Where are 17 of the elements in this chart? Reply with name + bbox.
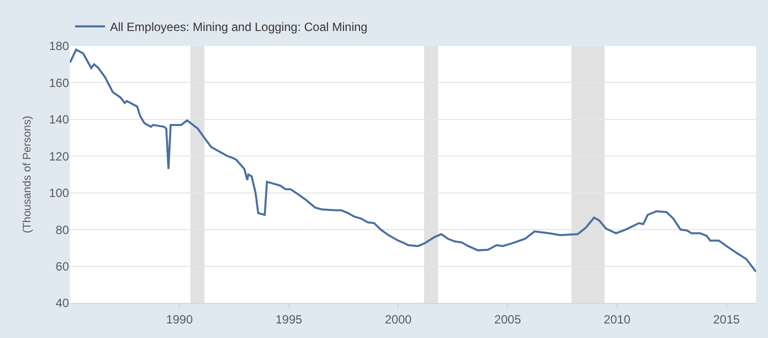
x-tick-label: 2005 — [494, 312, 522, 326]
y-tick-label: 80 — [56, 222, 70, 237]
x-tick-label: 2015 — [713, 312, 740, 326]
y-tick-label: 100 — [48, 186, 70, 200]
x-tick-label: 1990 — [166, 312, 194, 326]
y-tick-label: 180 — [48, 39, 70, 54]
x-tick-label: 2000 — [384, 312, 412, 326]
y-tick-label: 160 — [48, 76, 70, 90]
line-series — [70, 48, 756, 273]
y-tick-label: 40 — [56, 296, 70, 310]
y-tick-label: 120 — [48, 149, 70, 164]
x-tick-label: 1995 — [275, 312, 302, 326]
y-tick-label: 140 — [48, 112, 70, 127]
y-axis-title: (Thousands of Persons) — [22, 116, 34, 234]
x-tick-label: 2010 — [604, 312, 631, 326]
y-tick-label: 60 — [56, 259, 70, 274]
legend-label: All Employees: Mining and Logging: Coal Mining — [110, 20, 368, 34]
